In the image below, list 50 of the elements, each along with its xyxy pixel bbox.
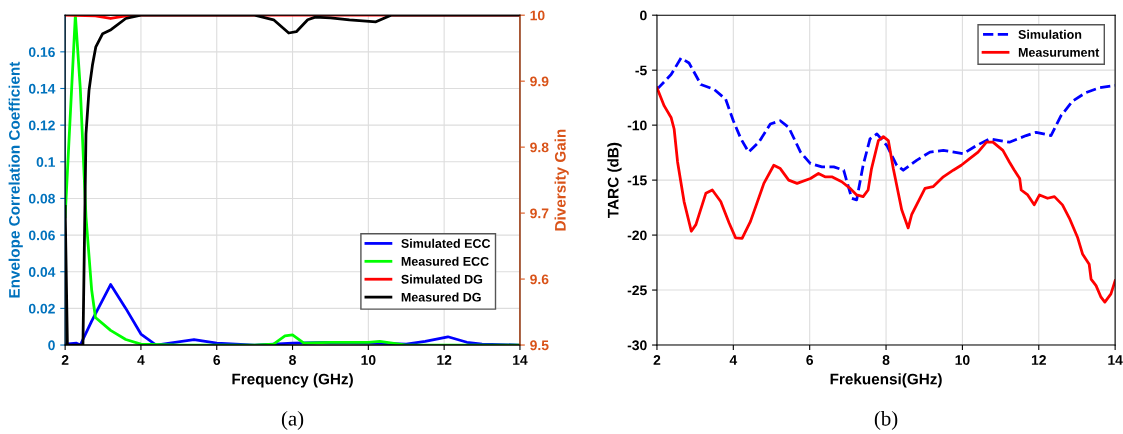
legend-label: Measured ECC: [401, 256, 489, 266]
x-tick-label: 4: [137, 355, 145, 365]
y-tick-label: -5: [635, 65, 647, 76]
x-tick-label: 14: [513, 355, 528, 365]
text: (b): [874, 411, 898, 430]
y-tick-label: 0.06: [28, 230, 55, 241]
x-tick-label: 8: [289, 355, 296, 365]
x-tick-label: 2: [653, 355, 661, 365]
y-tick-label: -25: [627, 285, 647, 296]
x-tick-label: 6: [213, 355, 221, 365]
y-tick-label: 0.16: [28, 47, 55, 58]
x-tick-label: 4: [729, 355, 738, 365]
y2-tick-label: 9.9: [530, 76, 549, 87]
x-tick-label: 10: [955, 355, 970, 365]
x-tick-label: 14: [1108, 355, 1123, 365]
x-tick-label: 2: [61, 355, 69, 365]
legend-label: Simulated DG: [401, 274, 483, 284]
x-axis-title: Frekuensi(GHz): [830, 373, 942, 388]
y2-tick-label: 9.8: [530, 142, 549, 153]
x-tick-label: 8: [882, 355, 890, 365]
y-tick-label: -10: [627, 120, 647, 131]
text: (a): [281, 411, 304, 430]
y-tick-label: -20: [627, 230, 647, 241]
y-tick-label: 0.04: [28, 267, 56, 277]
y-axis-title: TARC (dB): [607, 142, 622, 218]
y-tick-label: -15: [627, 175, 647, 186]
y-axis-title: Envelope Correlation Coefficient: [8, 61, 23, 298]
y-tick-label: 0: [640, 10, 647, 21]
y-tick-label: 0.02: [28, 303, 55, 314]
legend-label: Measured DG: [401, 292, 481, 302]
line-series: [656, 86, 1116, 304]
y-tick-label: 0: [48, 340, 55, 351]
legend-label: Measurument: [1018, 48, 1100, 57]
y-tick-label: 0.14: [28, 83, 56, 94]
y-tick-label: 0.12: [28, 120, 55, 131]
y2-tick-label: 9.5: [530, 340, 549, 351]
y2-tick-label: 10: [530, 10, 545, 21]
y-tick-label: 0.1: [36, 157, 56, 167]
x-axis-title: Frequency (GHz): [232, 373, 353, 388]
y-tick-label: 0.08: [28, 193, 55, 204]
x-tick-label: 12: [1031, 355, 1046, 365]
legend-label: Simulated ECC: [401, 238, 491, 248]
y2-tick-label: 9.7: [530, 208, 549, 219]
y-tick-label: -30: [627, 340, 647, 351]
x-tick-label: 12: [437, 355, 452, 365]
x-tick-label: 6: [806, 355, 814, 365]
y2-tick-label: 9.6: [530, 274, 549, 285]
x-tick-label: 10: [361, 355, 376, 365]
legend-label: Simulation: [1018, 29, 1082, 39]
y2-axis-title: Diversity Gain: [554, 129, 569, 231]
